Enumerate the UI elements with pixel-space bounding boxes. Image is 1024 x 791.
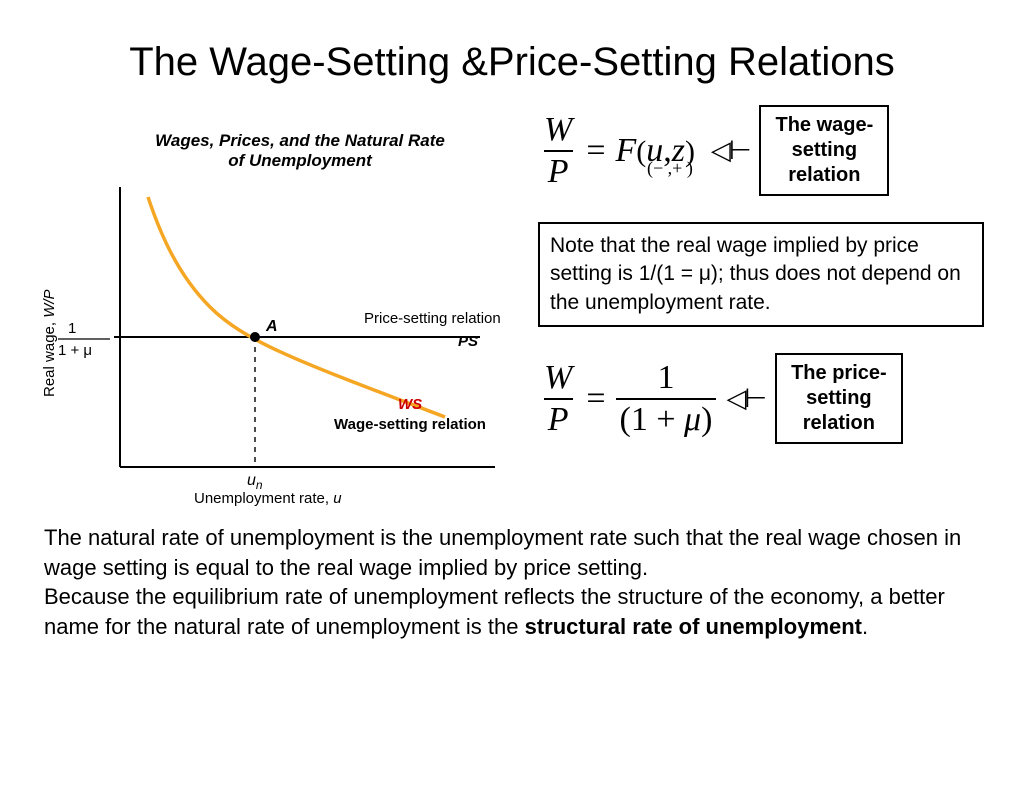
- slide: The Wage-Setting &Price-Setting Relation…: [0, 0, 1024, 791]
- chart-panel: Wages, Prices, and the Natural Rate of U…: [40, 103, 510, 507]
- eq2-rhs-den: (1 + μ): [616, 398, 717, 438]
- bottom-p1: The natural rate of unemployment is the …: [44, 523, 980, 582]
- eq2-equals: =: [586, 380, 605, 418]
- upper-row: Wages, Prices, and the Natural Rate of U…: [40, 103, 984, 507]
- right-column: W P = F(u,z) (− ,+ ) ◁⊢ The wage-setting…: [510, 103, 984, 444]
- point-a: [250, 332, 260, 342]
- eq1-lhs-den: P: [544, 150, 573, 190]
- ws-curve: [148, 197, 445, 417]
- eq2-lhs-num: W: [540, 360, 576, 398]
- eq2-lhs-den: P: [544, 398, 573, 438]
- bottom-p2b: structural rate of unemployment: [525, 614, 862, 639]
- wage-price-chart: Real wage, W/P A: [40, 177, 510, 507]
- arrow-left-icon: ◁⊢: [711, 135, 750, 166]
- y-tick-den: 1 + μ: [58, 342, 92, 359]
- wage-setting-equation-row: W P = F(u,z) (− ,+ ) ◁⊢ The wage-setting…: [540, 105, 984, 196]
- ps-label-top: Price-setting relation: [364, 310, 501, 327]
- x-axis-label: Unemployment rate, u: [194, 490, 342, 507]
- y-axis-label: Real wage, W/P: [41, 289, 58, 397]
- ws-label-bottom: Wage-setting relation: [334, 416, 486, 433]
- arrow-left-icon: ◁⊢: [726, 383, 765, 414]
- bottom-p2: Because the equilibrium rate of unemploy…: [44, 582, 980, 641]
- eq2-rhs-num: 1: [653, 360, 678, 398]
- page-title: The Wage-Setting &Price-Setting Relation…: [40, 40, 984, 85]
- eq1-lhs-frac: W P: [540, 112, 576, 189]
- point-a-label: A: [265, 318, 278, 335]
- wage-setting-box: The wage-settingrelation: [759, 105, 889, 196]
- eq2-rhs-frac: 1 (1 + μ): [616, 360, 717, 437]
- price-setting-box: The price-settingrelation: [775, 353, 903, 444]
- eq1-equals: =: [586, 132, 605, 170]
- y-tick-num: 1: [68, 320, 76, 337]
- note-box: Note that the real wage implied by price…: [538, 222, 984, 327]
- price-setting-equation: W P = 1 (1 + μ): [540, 360, 716, 437]
- x-tick-label: un: [247, 472, 263, 492]
- bottom-p2c: .: [862, 614, 868, 639]
- ps-label-line: PS: [458, 333, 478, 350]
- chart-caption: Wages, Prices, and the Natural Rate of U…: [150, 131, 450, 171]
- wage-setting-equation: W P = F(u,z) (− ,+ ): [540, 112, 701, 189]
- bottom-paragraphs: The natural rate of unemployment is the …: [40, 523, 984, 642]
- eq2-lhs-frac: W P: [540, 360, 576, 437]
- ws-label-top: WS: [398, 396, 422, 413]
- price-setting-equation-row: W P = 1 (1 + μ) ◁⊢ The price-settingrela…: [540, 353, 984, 444]
- eq1-lhs-num: W: [540, 112, 576, 150]
- eq1-signs: (− ,+ ): [647, 158, 693, 179]
